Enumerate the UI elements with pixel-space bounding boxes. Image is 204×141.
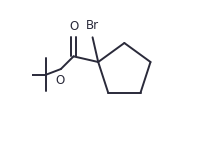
Text: Br: Br bbox=[86, 19, 99, 32]
Text: O: O bbox=[55, 74, 64, 87]
Text: O: O bbox=[69, 20, 78, 33]
